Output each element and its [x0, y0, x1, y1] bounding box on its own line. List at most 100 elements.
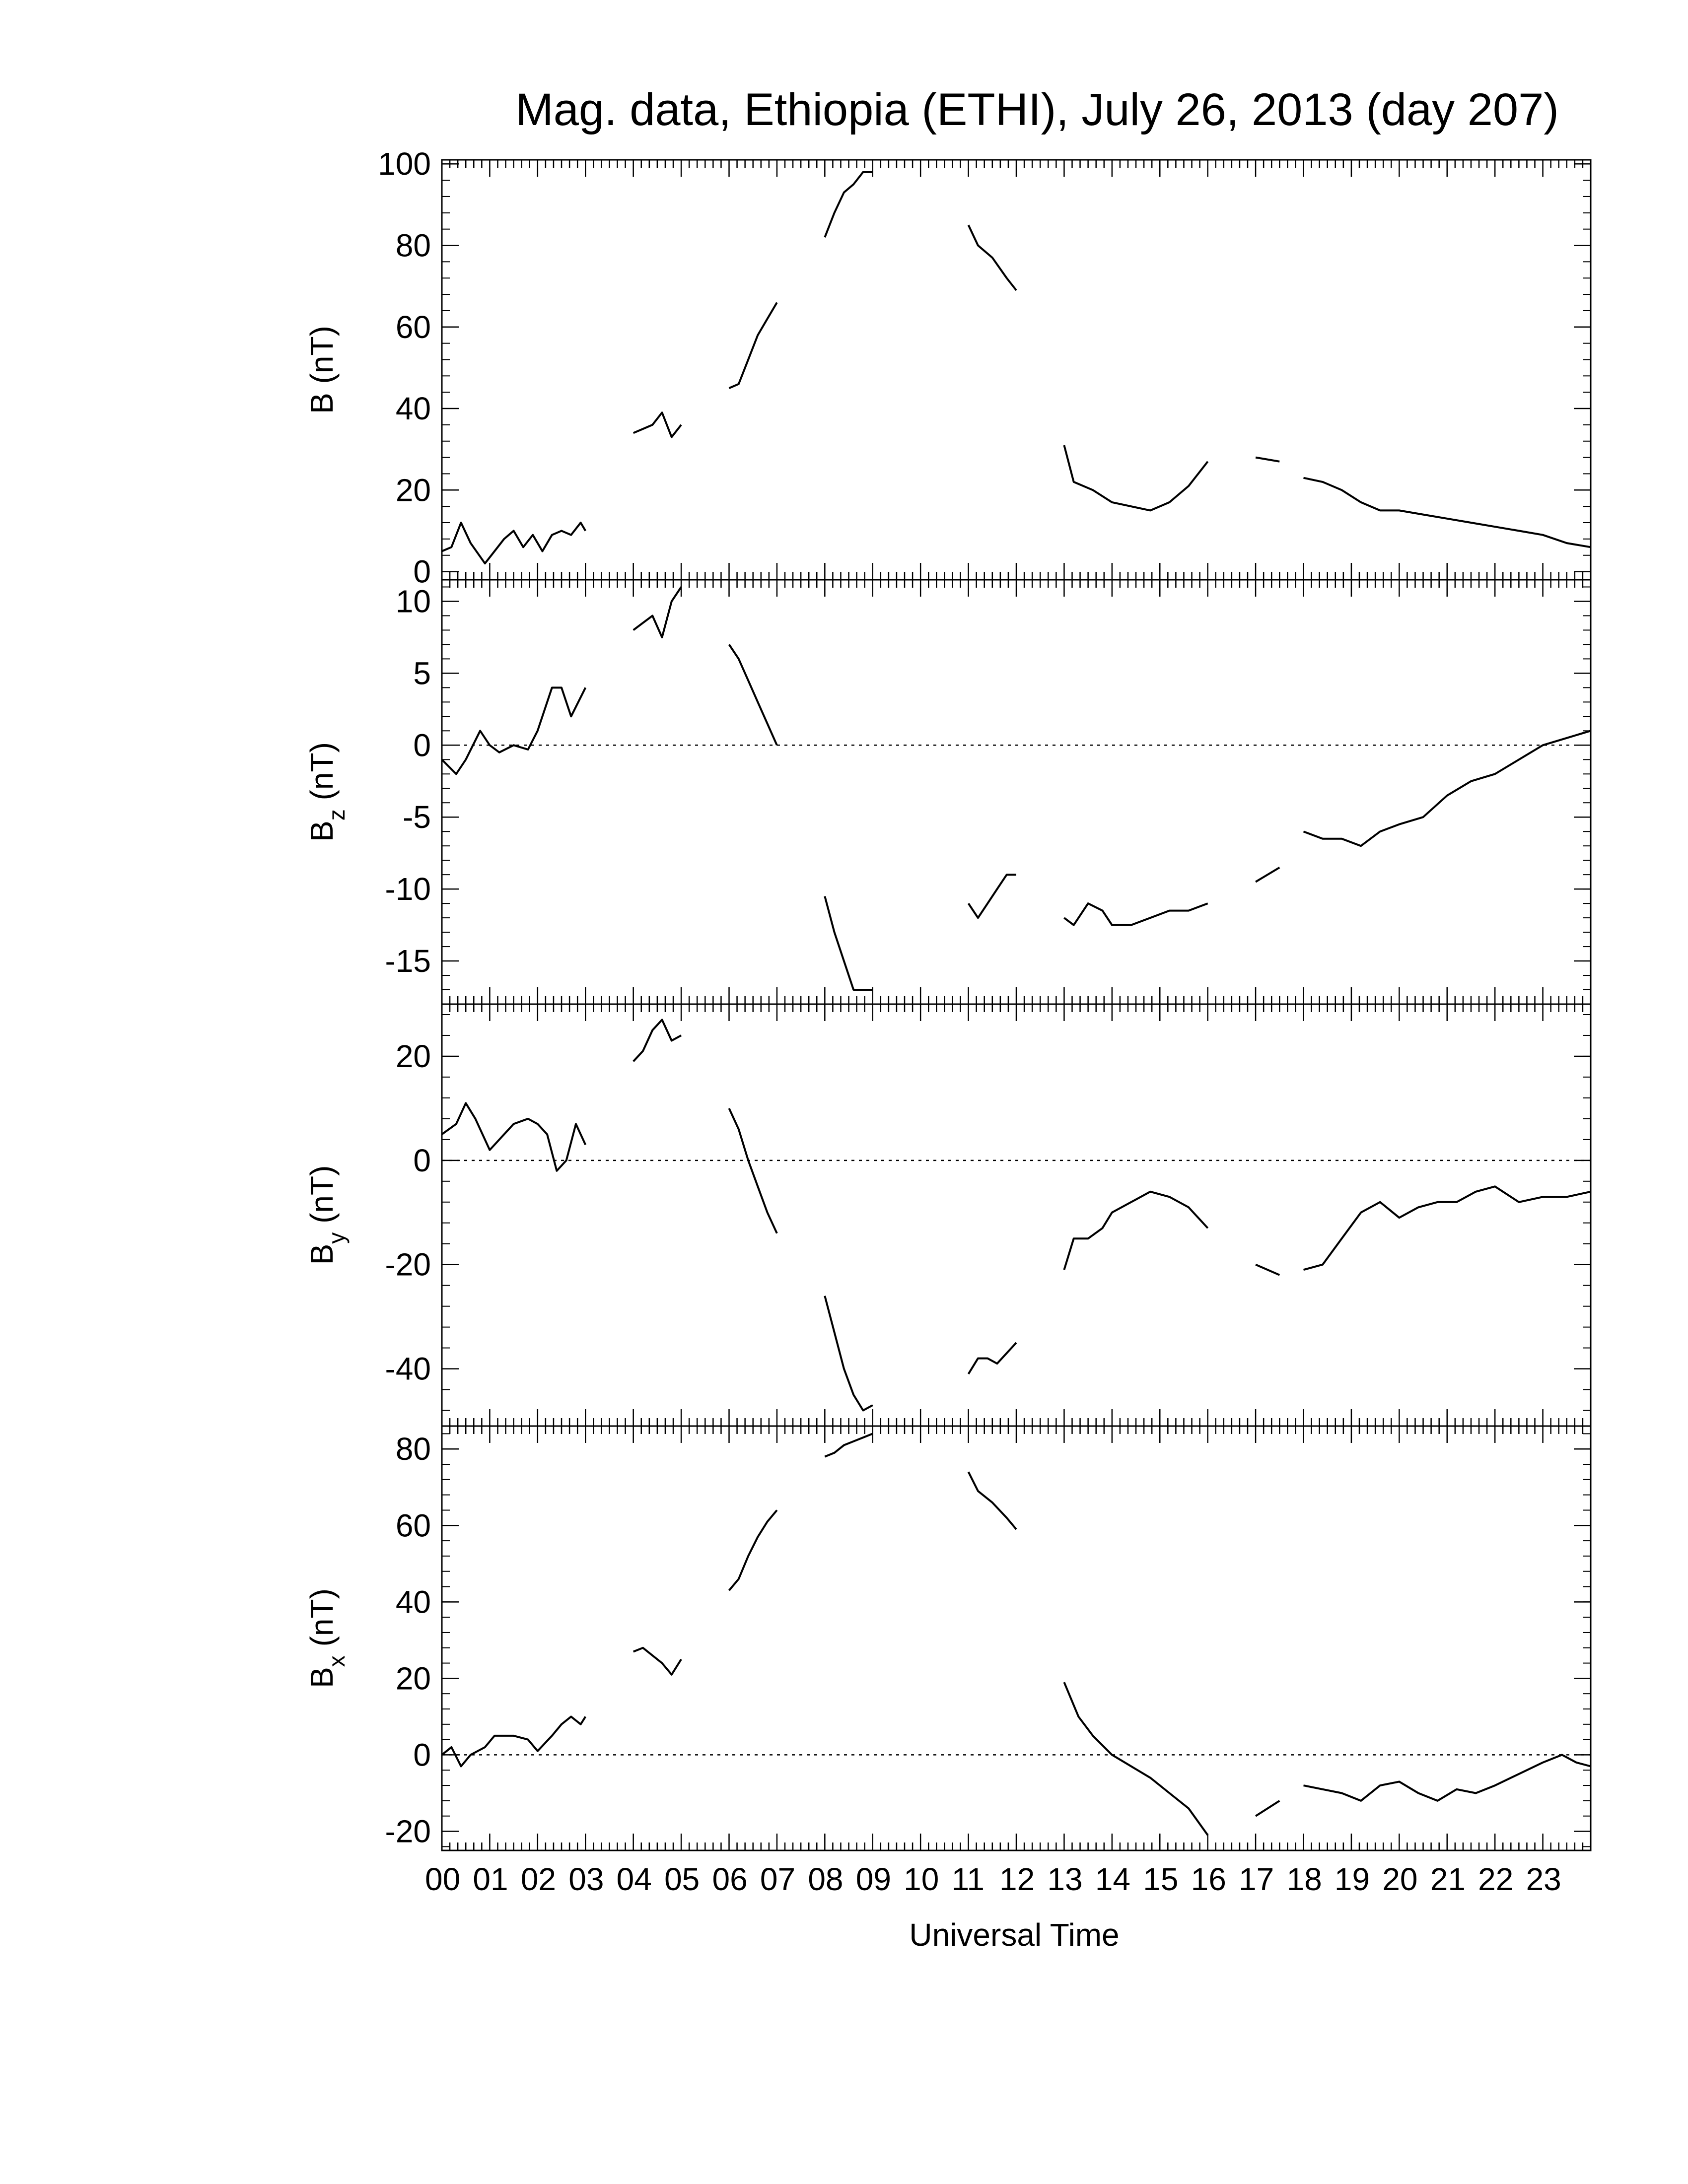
- series-Bz-segment-7: [1303, 730, 1591, 847]
- x-tick-label: 18: [1287, 1861, 1322, 1897]
- series-Bx-segment-7: [1303, 1754, 1591, 1802]
- y-tick-label: 0: [413, 554, 431, 590]
- y-tick-label: 0: [413, 1143, 431, 1178]
- x-tick-label: 05: [664, 1861, 700, 1897]
- y-tick-label: 60: [396, 1507, 431, 1543]
- x-tick-label: 11: [952, 1861, 985, 1897]
- series-By-segment-3: [824, 1296, 873, 1412]
- series-Bz-segment-2: [728, 644, 778, 746]
- series-By-segment-5: [1063, 1190, 1209, 1270]
- x-tick-label: 14: [1095, 1861, 1130, 1897]
- series-Bz-segment-1: [633, 586, 682, 638]
- series-B-segment-7: [1303, 477, 1591, 548]
- series-Bx-segment-1: [633, 1646, 682, 1676]
- series-B-segment-1: [633, 411, 682, 438]
- x-tick-label: 22: [1478, 1861, 1513, 1897]
- panel-frame: [441, 579, 1592, 1005]
- x-tick-label: 17: [1239, 1861, 1274, 1897]
- series-B-segment-3: [824, 171, 873, 238]
- y-tick-label: 40: [396, 1584, 431, 1620]
- chart-title: Mag. data, Ethiopia (ETHI), July 26, 201…: [515, 84, 1559, 135]
- x-tick-label: 20: [1382, 1861, 1417, 1897]
- y-tick-label: 10: [396, 583, 431, 619]
- x-tick-label: 07: [760, 1861, 795, 1897]
- x-tick-label: 19: [1335, 1861, 1370, 1897]
- y-tick-label: -40: [385, 1351, 431, 1387]
- series-Bx-segment-4: [967, 1471, 1017, 1530]
- series-B-segment-0: [441, 522, 587, 565]
- y-label-unit: (nT): [304, 326, 340, 393]
- y-label-subscript: x: [324, 1655, 350, 1667]
- y-label-symbol: B: [304, 393, 340, 414]
- x-axis-tick-labels: 00 01 02 03 04 05 06 07 08 09 10 11 12 13 14 15 16 17 18 19…: [425, 1861, 1561, 1897]
- series-Bz-segment-0: [441, 686, 587, 775]
- series-B-segment-2: [728, 302, 778, 389]
- y-label-symbol: B: [304, 1244, 340, 1265]
- series-By-segment-4: [967, 1342, 1017, 1375]
- y-axis-label: By (nT): [304, 1165, 350, 1265]
- y-tick-label: -5: [403, 799, 431, 835]
- y-tick-label: 80: [396, 1431, 431, 1467]
- series-Bx-segment-0: [441, 1715, 586, 1768]
- x-tick-label: 08: [808, 1861, 843, 1897]
- panel-By: 20 0 -20 -40 By (nT): [304, 1003, 1592, 1427]
- series-B-segment-5: [1063, 445, 1209, 512]
- y-axis-label: Bx (nT): [304, 1588, 350, 1688]
- y-axis-label: Bz (nT): [304, 742, 350, 842]
- x-tick-label: 01: [473, 1861, 508, 1897]
- x-tick-label: 16: [1191, 1861, 1226, 1897]
- y-label-unit: (nT): [304, 742, 340, 809]
- x-tick-label: 02: [521, 1861, 556, 1897]
- y-tick-label: -10: [385, 871, 431, 907]
- y-tick-label: 5: [413, 655, 431, 691]
- series-By-segment-1: [633, 1019, 682, 1062]
- series-Bx-segment-6: [1255, 1800, 1280, 1817]
- y-label-symbol: B: [304, 1667, 340, 1688]
- y-tick-label: 100: [378, 146, 431, 182]
- panel-B: 0 20 40 60 80 100 B (nT): [304, 146, 1592, 590]
- series-Bz-segment-6: [1255, 866, 1280, 883]
- y-axis-label: B (nT): [304, 326, 340, 414]
- y-tick-label: 20: [396, 1660, 431, 1696]
- series-Bx-segment-3: [824, 1433, 873, 1458]
- y-tick-label: -20: [385, 1813, 431, 1849]
- x-axis-title: Universal Time: [909, 1917, 1119, 1953]
- series-By-segment-6: [1255, 1263, 1280, 1276]
- x-tick-label: 06: [712, 1861, 748, 1897]
- y-label-symbol: B: [304, 820, 340, 842]
- panel-frame: [441, 159, 1592, 581]
- series-By-segment-7: [1303, 1185, 1591, 1271]
- panel-Bz: 10 5 0 -5 -10 -15 Bz (nT): [304, 579, 1592, 1005]
- x-tick-label: 00: [425, 1861, 460, 1897]
- x-tick-label: 13: [1047, 1861, 1082, 1897]
- x-tick-label: 21: [1430, 1861, 1466, 1897]
- series-By-segment-2: [728, 1108, 778, 1234]
- panel-Bx: 80 60 40 20 0 -20 Bx (nT): [304, 1425, 1592, 1851]
- y-tick-label: 40: [396, 391, 431, 426]
- series-Bz-segment-5: [1063, 902, 1208, 926]
- series-Bx-segment-5: [1063, 1682, 1209, 1836]
- y-tick-label: 20: [396, 1038, 431, 1074]
- y-label-subscript: y: [324, 1232, 350, 1244]
- y-tick-label: 20: [396, 472, 431, 508]
- y-label-unit: (nT): [304, 1165, 340, 1232]
- series-Bz-segment-3: [824, 896, 873, 991]
- series-Bx-segment-2: [728, 1509, 778, 1591]
- panel-frame: [441, 1425, 1592, 1851]
- y-tick-label: 0: [413, 727, 431, 763]
- y-tick-label: 0: [413, 1737, 431, 1773]
- x-tick-label: 23: [1526, 1861, 1561, 1897]
- y-tick-label: -15: [385, 943, 431, 979]
- y-tick-label: 80: [396, 227, 431, 263]
- series-B-segment-4: [967, 224, 1017, 291]
- series-B-segment-6: [1255, 456, 1280, 463]
- y-tick-label: 60: [396, 309, 431, 345]
- x-tick-label: 10: [904, 1861, 939, 1897]
- x-tick-label: 03: [568, 1861, 604, 1897]
- y-tick-label: -20: [385, 1247, 431, 1283]
- y-label-subscript: z: [324, 809, 350, 820]
- series-By-segment-0: [441, 1102, 587, 1172]
- y-label-unit: (nT): [304, 1588, 340, 1655]
